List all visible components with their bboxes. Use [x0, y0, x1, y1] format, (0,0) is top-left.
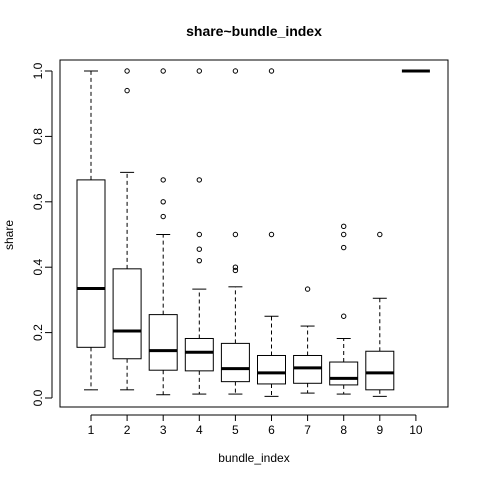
outlier-point: [160, 68, 166, 74]
x-tick-label: 5: [232, 423, 239, 437]
outlier-point: [160, 177, 166, 183]
axes: 0.0 0.2 0.4 0.6 0.8 1.0 1 2 3 4 5 6 7 8 9 10: [31, 62, 423, 437]
box-iqr: [76, 179, 106, 348]
outlier-point: [268, 231, 275, 238]
x-tick-label: 4: [196, 423, 203, 437]
y-axis-label: share: [2, 220, 16, 250]
outlier-point: [341, 313, 347, 319]
box-4: [184, 68, 214, 395]
y-tick-label: 0.0: [31, 389, 45, 406]
box-iqr: [329, 361, 359, 386]
x-axis-label: bundle_index: [218, 451, 289, 465]
boxes-group: [76, 68, 430, 397]
outlier-point: [232, 267, 239, 274]
outlier-point: [341, 231, 347, 238]
box-iqr: [220, 342, 250, 383]
box-iqr: [365, 350, 395, 391]
plot-frame: [59, 59, 449, 408]
outlier-point: [160, 213, 166, 220]
outlier-point: [196, 231, 203, 238]
outlier-point: [377, 231, 383, 238]
outlier-point: [232, 68, 239, 74]
x-tick-label: 10: [409, 423, 423, 437]
y-tick-label: 0.6: [31, 193, 45, 210]
chart-title: share~bundle_index: [186, 23, 322, 39]
x-tick-label: 2: [124, 423, 131, 437]
outlier-point: [341, 244, 347, 251]
y-tick-label: 0.4: [31, 259, 45, 276]
y-tick-label: 1.0: [31, 62, 45, 79]
outlier-point: [232, 264, 239, 270]
y-tick-label: 0.2: [31, 324, 45, 341]
box-iqr: [257, 354, 286, 385]
outlier-point: [124, 68, 130, 74]
box-iqr: [148, 314, 178, 371]
box-8: [329, 223, 359, 395]
box-6: [257, 68, 286, 397]
box-iqr: [184, 337, 214, 372]
x-tick-label: 3: [160, 423, 167, 437]
box-2: [112, 68, 142, 391]
outlier-point: [196, 177, 203, 183]
outlier-point: [232, 231, 239, 238]
outlier-point: [196, 68, 203, 74]
box-7: [293, 286, 323, 394]
y-tick-label: 0.8: [31, 128, 45, 145]
x-tick-label: 6: [268, 423, 275, 437]
x-tick-label: 8: [340, 423, 347, 437]
outlier-point: [196, 257, 203, 264]
box-9: [365, 231, 395, 397]
x-tick-label: 1: [88, 423, 95, 437]
box-1: [76, 70, 106, 391]
x-tick-label: 7: [304, 423, 311, 437]
outlier-point: [341, 223, 347, 230]
box-5: [220, 68, 250, 395]
outlier-point: [124, 87, 130, 94]
outlier-point: [160, 199, 166, 205]
outlier-point: [304, 286, 311, 292]
box-iqr: [112, 268, 142, 360]
outlier-point: [196, 246, 203, 252]
box-3: [148, 68, 178, 396]
x-tick-label: 9: [376, 423, 383, 437]
outlier-point: [268, 68, 275, 74]
